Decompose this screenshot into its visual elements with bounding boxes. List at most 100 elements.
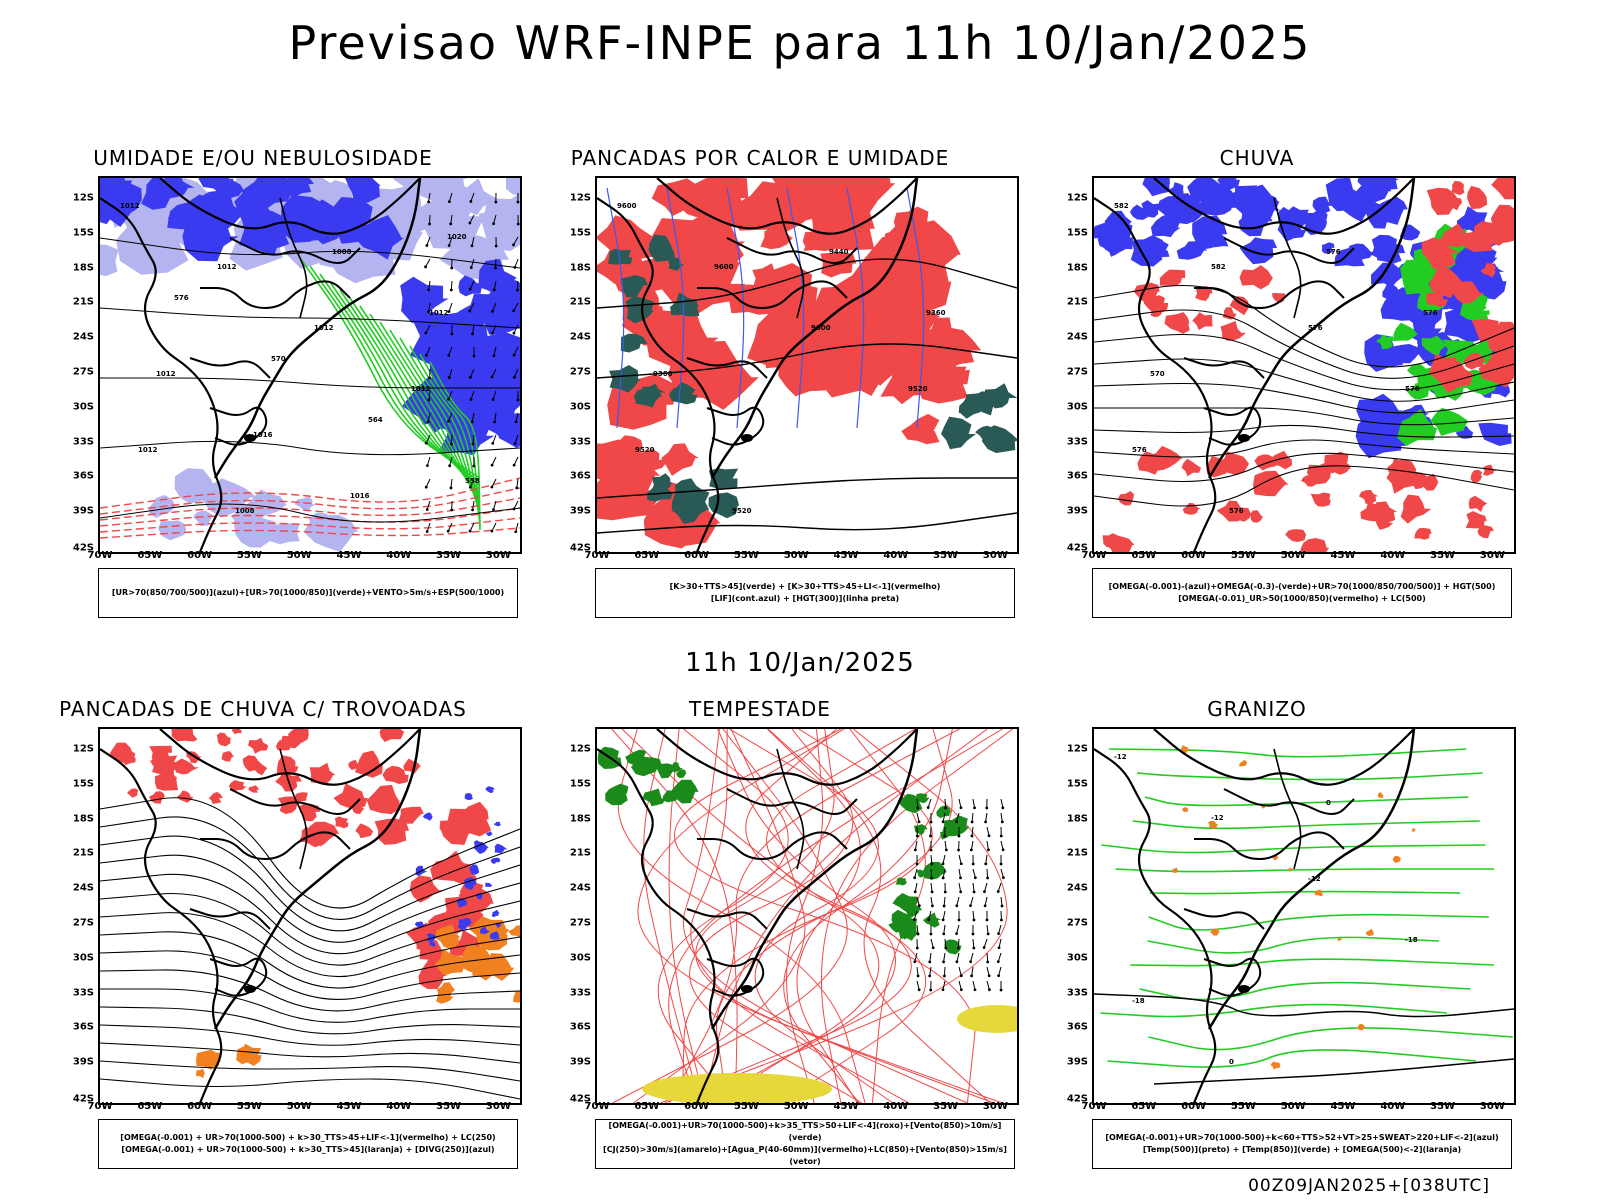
streamline — [1094, 358, 1514, 402]
wind-vector-head — [970, 974, 974, 978]
lat-tick-label: 27S — [569, 917, 591, 929]
lon-tick-label: 60W — [187, 550, 213, 561]
rain-red — [1477, 524, 1495, 539]
panel-trovoadas: PANCADAS DE CHUVA C/ TROVOADAS 12S 15S 18S… — [38, 697, 538, 1177]
wind-vector — [986, 826, 990, 836]
main-title: Previsao WRF-INPE para 11h 10/Jan/2025 — [288, 16, 1312, 70]
contour-label: 1012 — [120, 202, 140, 210]
wind-vector — [983, 938, 988, 948]
humidity-green-contour — [429, 361, 481, 531]
storm-red — [299, 803, 321, 822]
streamline — [100, 892, 520, 966]
latitude-axis: 12S 15S 18S 21S 24S 27S 30S 33S 36S 39S 42S — [559, 176, 595, 554]
temp850-contour — [1147, 936, 1440, 954]
wind-vector-head — [985, 806, 989, 810]
wind-vector-head — [927, 918, 931, 922]
divergence-blue — [475, 843, 489, 854]
wind-vector — [491, 478, 497, 488]
wind-vector-head — [999, 988, 1003, 992]
lat-tick-label: 42S — [72, 1093, 94, 1105]
contour-label: 564 — [368, 416, 383, 424]
border-line — [1153, 729, 1415, 786]
wind-vector — [491, 456, 497, 466]
legend-line: [OMEGA(-0.001)+UR>70(1000-500)+k<60+TTS>… — [1105, 1133, 1499, 1142]
wind-vector-head — [469, 200, 473, 203]
wind-vector-head — [959, 974, 963, 978]
wind-vector — [426, 500, 431, 510]
rain-blue — [1382, 283, 1402, 300]
rain-red — [1117, 491, 1135, 506]
wind-vector-head — [1001, 848, 1005, 852]
wind850-green — [899, 926, 920, 941]
contour-label: 9360 — [653, 370, 673, 378]
water-vapor-contour — [820, 729, 1014, 1103]
contour-label: 0 — [1229, 1058, 1234, 1066]
wind-vector — [493, 214, 497, 224]
lat-tick-label: 30S — [569, 401, 591, 413]
omega-orange — [1288, 867, 1293, 872]
wind-vector-head — [468, 221, 472, 225]
humidity-lavender — [478, 205, 520, 251]
wind-vector — [425, 434, 431, 444]
map-svg: 9600 9600 9600 9520 9520 9520 9440 9360 9360 — [597, 178, 1017, 552]
wind-vector-head — [469, 266, 473, 269]
lat-tick-label: 30S — [72, 401, 94, 413]
lat-tick-label: 39S — [569, 505, 591, 517]
wind-vector — [450, 214, 453, 224]
rain-red — [1468, 495, 1488, 512]
convection-teal — [984, 383, 1017, 409]
lifted-index-contour — [906, 187, 925, 429]
contour-label: 1016 — [253, 431, 273, 439]
wind-vector-head — [987, 988, 991, 992]
lon-tick-label: 35W — [436, 1101, 462, 1112]
contour-label: 1012 — [217, 263, 237, 271]
border-line — [279, 748, 308, 870]
legend-line: [UR>70(850/700/500)](azul)+[UR>70(1000/8… — [111, 588, 505, 597]
convection-red — [820, 252, 857, 278]
contour-label: 1020 — [447, 233, 467, 241]
storm-orange — [236, 1043, 262, 1066]
wind-vector-head — [942, 932, 946, 936]
rain-red — [1195, 285, 1213, 301]
lon-tick-label: 50W — [286, 1101, 312, 1112]
border-line — [1153, 178, 1415, 235]
lat-tick-label: 21S — [72, 847, 94, 859]
wind-vector — [470, 258, 475, 268]
wind-vector-head — [491, 398, 495, 401]
lat-tick-label: 24S — [72, 882, 94, 894]
lat-tick-label: 42S — [1066, 1093, 1088, 1105]
lat-tick-label: 36S — [569, 470, 591, 482]
humidity-blue — [400, 276, 449, 324]
panel-title: TEMPESTADE — [689, 697, 831, 721]
contour-label: 9520 — [635, 446, 655, 454]
map-svg — [100, 729, 520, 1103]
wind-vector — [450, 478, 453, 488]
wind-vector-head — [973, 988, 977, 992]
convection-red — [901, 413, 940, 445]
rain-red — [1310, 492, 1331, 507]
wind-vector-head — [512, 243, 515, 247]
streamline — [100, 1078, 520, 1100]
wind-vector-head — [969, 904, 972, 908]
legend-box: [OMEGA(-0.001)+UR>70(1000-500)+k<60+TTS>… — [1092, 1119, 1512, 1169]
wind-vector-head — [986, 932, 990, 936]
lat-tick-label: 33S — [72, 436, 94, 448]
rain-blue — [1169, 182, 1184, 197]
streamline — [100, 950, 520, 1000]
storm-red — [309, 762, 336, 785]
lat-tick-label: 39S — [1066, 505, 1088, 517]
rain-red — [1470, 469, 1483, 483]
wind-vector — [425, 324, 431, 334]
humidity-blue — [447, 302, 491, 343]
contour-label: 576 — [1308, 324, 1323, 332]
wind-vector-head — [997, 932, 1000, 936]
legend-line: [OMEGA(-0.01)_UR>50(1000/850)(vermelho) … — [1178, 594, 1426, 603]
lat-tick-label: 21S — [1066, 847, 1088, 859]
rain-blue — [1241, 193, 1281, 227]
wind-vector — [972, 798, 976, 808]
temp500-contour — [1094, 993, 1514, 1018]
contour-label: -18 — [1132, 997, 1145, 1005]
wind-vector-head — [427, 310, 431, 314]
humidity-lavender — [408, 182, 485, 249]
thickness-red-contour — [100, 477, 520, 509]
